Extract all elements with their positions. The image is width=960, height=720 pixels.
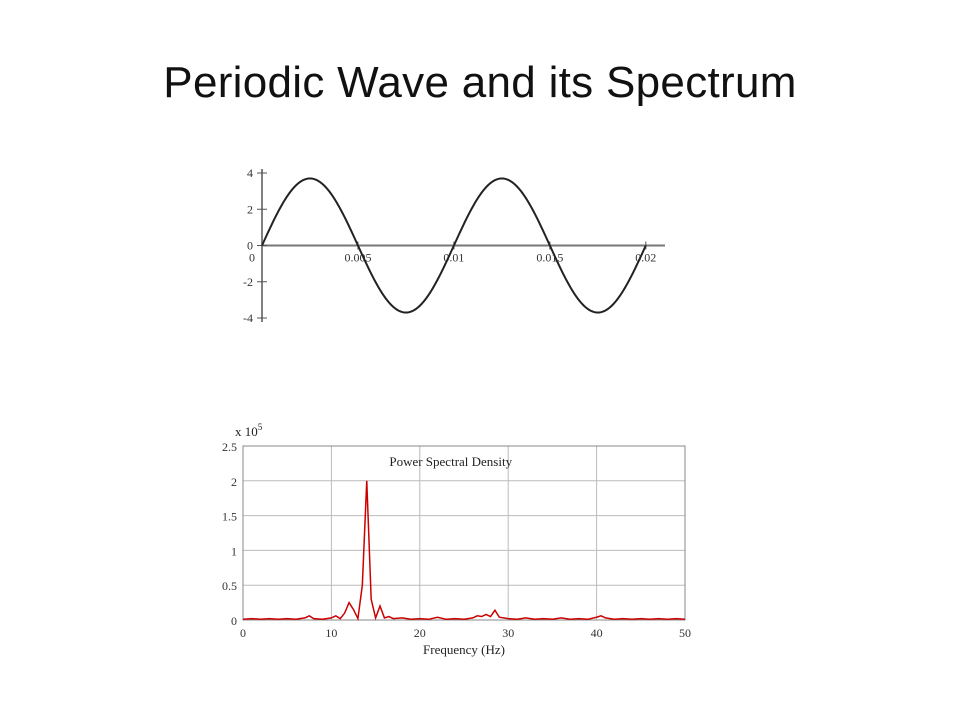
- sine-wave-chart: 4 2 0 -2 -4 0 0.005 0.01 0.015 0.02: [243, 166, 665, 325]
- psd-x-tick-label: 0: [240, 626, 246, 640]
- psd-series-line: [242, 480, 686, 622]
- psd-y-multiplier-exp: 5: [258, 422, 263, 432]
- psd-y-tick-label: 1: [231, 544, 237, 558]
- slide-title: Periodic Wave and its Spectrum: [163, 58, 797, 107]
- psd-x-tick-label: 30: [502, 626, 514, 640]
- wave-series-line: [261, 177, 647, 314]
- wave-x-tick-label: 0.01: [443, 251, 464, 265]
- psd-y-tick-label: 2: [231, 475, 237, 489]
- psd-title: Power Spectral Density: [389, 454, 512, 469]
- psd-plot-frame: [242, 445, 686, 621]
- psd-y-tick-label: 1.5: [222, 510, 237, 524]
- wave-y-tick-label: 2: [247, 202, 253, 216]
- wave-x-tick-label: 0.015: [536, 251, 563, 265]
- psd-y-tick-label: 2.5: [222, 440, 237, 454]
- wave-x-tick-label: 0.005: [344, 251, 371, 265]
- psd-chart: x 105 2.5 2 1.5 1 0.5 00 10 20 30 40 50 Power Spec…: [222, 422, 691, 657]
- wave-y-tick-label: -4: [243, 311, 253, 325]
- psd-x-tick-label: 20: [414, 626, 426, 640]
- psd-x-tick-label: 40: [591, 626, 603, 640]
- wave-y-tick-label: 4: [247, 166, 253, 180]
- wave-x-tick-label: 0.02: [635, 251, 656, 265]
- psd-x-tick-label: 50: [679, 626, 691, 640]
- psd-grid: [242, 445, 686, 621]
- wave-y-tick-label: 0: [247, 239, 253, 253]
- wave-axes: [261, 169, 665, 322]
- psd-x-tick-label: 10: [325, 626, 337, 640]
- psd-y-tick-label: 0: [231, 614, 237, 628]
- psd-y-tick-label: 0.5: [222, 579, 237, 593]
- wave-x-tick-label: 0: [249, 251, 255, 265]
- psd-y-multiplier-base: x 10: [235, 424, 258, 439]
- psd-y-multiplier: x 105: [235, 422, 263, 439]
- wave-y-tick-label: -2: [243, 275, 253, 289]
- psd-tick-labels: 2.5 2 1.5 1 0.5 00 10 20 30 40 50: [222, 440, 691, 640]
- psd-x-axis-label: Frequency (Hz): [423, 642, 505, 657]
